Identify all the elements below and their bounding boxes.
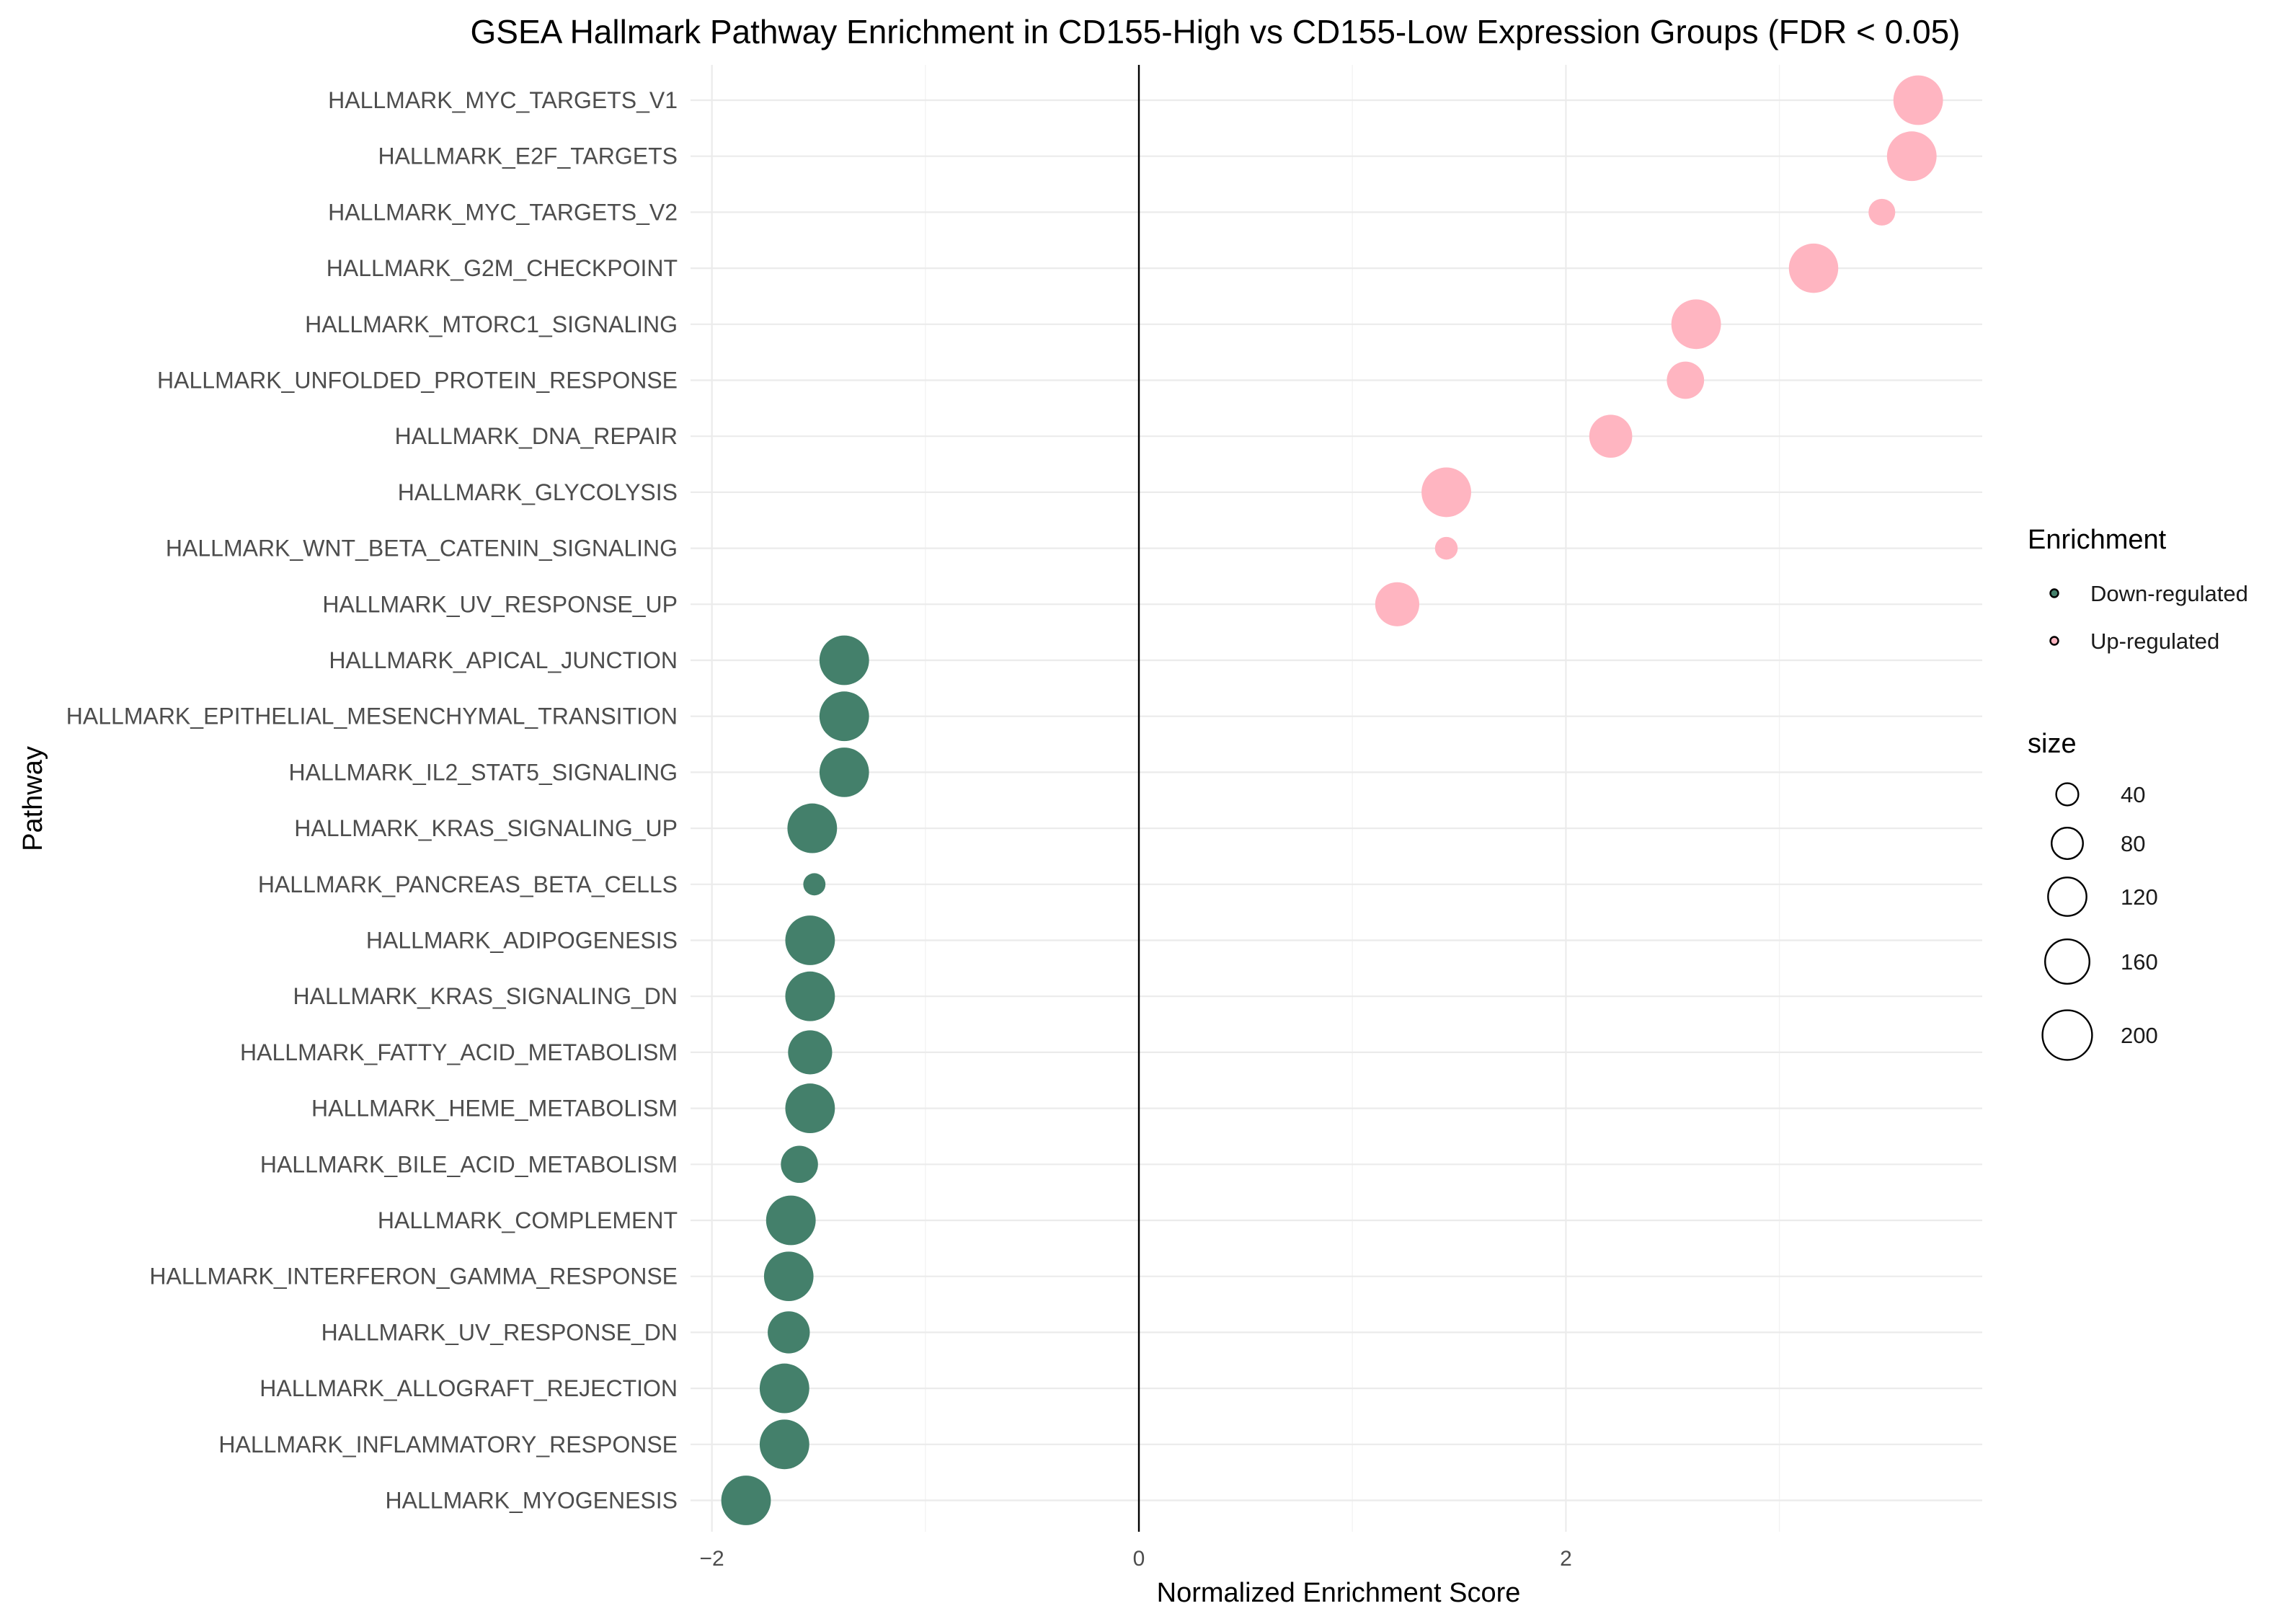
legend-enrichment-key	[2049, 588, 2059, 598]
data-point	[1788, 243, 1839, 293]
data-point	[819, 747, 869, 797]
y-tick-label: HALLMARK_HEME_METABOLISM	[311, 1096, 678, 1122]
chart-title: GSEA Hallmark Pathway Enrichment in CD15…	[471, 13, 1961, 50]
legend-enrichment: Enrichment Down-regulated Up-regulated	[2028, 525, 2248, 654]
data-point	[1434, 536, 1458, 560]
data-point	[1886, 131, 1937, 182]
y-tick-label: HALLMARK_COMPLEMENT	[378, 1207, 678, 1233]
y-tick-label: HALLMARK_APICAL_JUNCTION	[329, 647, 678, 673]
x-axis-tick-labels: −2 0 2	[700, 1547, 1572, 1571]
y-tick-label: HALLMARK_ADIPOGENESIS	[366, 928, 678, 954]
y-tick-label: HALLMARK_DNA_REPAIR	[395, 423, 678, 449]
data-point	[1893, 75, 1943, 125]
y-axis-tick-labels: HALLMARK_MYC_TARGETS_V1 HALLMARK_E2F_TARG…	[66, 87, 678, 1514]
data-point	[1375, 582, 1420, 626]
y-tick-label: HALLMARK_PANCREAS_BETA_CELLS	[258, 871, 678, 897]
legend-size-label: 80	[2121, 831, 2145, 856]
legend-enrichment-label: Down-regulated	[2090, 581, 2248, 606]
x-tick-label: 2	[1560, 1547, 1572, 1571]
y-tick-label: HALLMARK_MYOGENESIS	[386, 1488, 678, 1514]
y-tick-label: HALLMARK_FATTY_ACID_METABOLISM	[240, 1039, 678, 1065]
plot-panel	[691, 65, 1982, 1532]
data-point	[721, 1476, 771, 1525]
data-point	[785, 971, 835, 1021]
y-tick-label: HALLMARK_GLYCOLYSIS	[398, 479, 678, 505]
y-tick-label: HALLMARK_UNFOLDED_PROTEIN_RESPONSE	[157, 368, 678, 394]
x-axis-title: Normalized Enrichment Score	[1157, 1578, 1521, 1608]
y-tick-label: HALLMARK_MYC_TARGETS_V2	[328, 199, 678, 225]
data-point	[781, 1145, 818, 1184]
y-axis-title: Pathway	[18, 746, 48, 851]
y-tick-label: HALLMARK_INTERFERON_GAMMA_RESPONSE	[149, 1264, 678, 1290]
legend-size: size 40 80 120 160 200	[2028, 729, 2158, 1061]
legend-size-key	[2051, 827, 2084, 860]
data-point	[785, 915, 835, 965]
legend-size-key	[2047, 877, 2087, 917]
data-point	[819, 691, 869, 742]
data-point	[788, 1030, 833, 1075]
y-tick-label: HALLMARK_KRAS_SIGNALING_UP	[294, 815, 678, 841]
data-point	[759, 1363, 809, 1414]
legend-size-label: 40	[2121, 782, 2145, 807]
legend-enrichment-title: Enrichment	[2028, 525, 2167, 555]
data-point	[1868, 198, 1896, 226]
points-layer	[721, 75, 1943, 1525]
legend-enrichment-label: Up-regulated	[2090, 629, 2219, 654]
data-point	[1589, 414, 1633, 458]
y-tick-label: HALLMARK_MYC_TARGETS_V1	[328, 87, 678, 113]
data-point	[803, 873, 826, 896]
legend-size-key	[2044, 939, 2090, 985]
legend-size-key	[2041, 1009, 2093, 1061]
y-tick-label: HALLMARK_ALLOGRAFT_REJECTION	[259, 1375, 678, 1401]
y-tick-label: HALLMARK_IL2_STAT5_SIGNALING	[289, 759, 678, 785]
y-tick-label: HALLMARK_E2F_TARGETS	[378, 143, 678, 169]
y-tick-label: HALLMARK_MTORC1_SIGNALING	[305, 311, 678, 337]
data-point	[1667, 361, 1705, 399]
y-tick-label: HALLMARK_INFLAMMATORY_RESPONSE	[218, 1432, 678, 1457]
data-point	[766, 1195, 816, 1246]
data-point	[768, 1311, 810, 1354]
y-tick-label: HALLMARK_UV_RESPONSE_UP	[322, 591, 678, 617]
x-tick-label: 0	[1133, 1547, 1145, 1571]
data-point	[787, 803, 838, 853]
data-point	[785, 1083, 835, 1134]
legend-size-key	[2055, 782, 2080, 807]
x-tick-label: −2	[700, 1547, 724, 1571]
data-point	[763, 1251, 814, 1302]
y-tick-label: HALLMARK_UV_RESPONSE_DN	[321, 1319, 678, 1345]
grid-layer	[691, 65, 1982, 1532]
legend-enrichment-key	[2049, 636, 2059, 646]
y-tick-label: HALLMARK_BILE_ACID_METABOLISM	[260, 1151, 678, 1177]
data-point	[1421, 467, 1471, 518]
data-point	[1671, 299, 1721, 350]
y-tick-label: HALLMARK_G2M_CHECKPOINT	[327, 255, 678, 281]
legend-size-label: 120	[2121, 884, 2158, 910]
legend-size-title: size	[2028, 729, 2077, 759]
data-point	[819, 635, 869, 685]
legend-size-label: 160	[2121, 949, 2158, 975]
data-point	[759, 1419, 809, 1470]
y-tick-label: HALLMARK_WNT_BETA_CATENIN_SIGNALING	[166, 536, 678, 562]
y-tick-label: HALLMARK_EPITHELIAL_MESENCHYMAL_TRANSITI…	[66, 704, 678, 729]
y-tick-label: HALLMARK_KRAS_SIGNALING_DN	[293, 983, 678, 1009]
legend-size-label: 200	[2121, 1023, 2158, 1048]
